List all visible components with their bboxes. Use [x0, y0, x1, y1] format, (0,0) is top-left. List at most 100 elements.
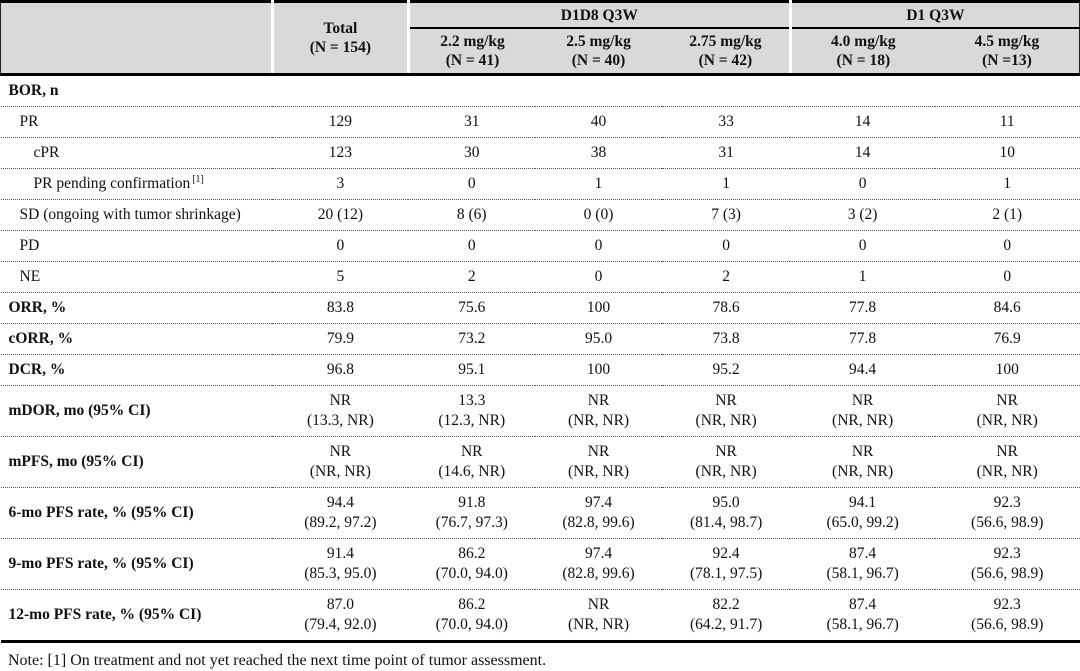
data-cell: 95.2: [661, 354, 791, 386]
row-label: PD: [0, 230, 273, 262]
row-label: SD (ongoing with tumor shrinkage): [0, 199, 273, 231]
data-cell: 11: [934, 106, 1080, 138]
data-cell: 95.0: [535, 323, 662, 355]
table-row: 12-mo PFS rate, % (95% CI) 87.0 (79.4, 92.…: [0, 589, 1080, 642]
data-cell: 73.2: [408, 323, 536, 355]
data-cell-line: (NR, NR): [976, 412, 1038, 429]
data-cell: 92.3 (56.6, 98.9): [934, 487, 1080, 539]
data-cell: 3 (2): [790, 199, 935, 231]
data-cell-line: (NR, NR): [832, 412, 894, 429]
row-label: ORR, %: [0, 292, 273, 324]
data-cell: 33: [661, 106, 791, 138]
data-cell: 2: [661, 261, 791, 293]
data-cell: 94.4: [790, 354, 935, 386]
data-cell: 13.3 (12.3, NR): [408, 385, 536, 437]
data-cell-line: NR: [329, 443, 352, 460]
data-cell: 30: [408, 137, 536, 169]
data-cell: NR (NR, NR): [790, 385, 935, 437]
data-cell-line: 94.1: [849, 494, 877, 511]
data-cell: 83.8: [272, 292, 409, 324]
total-n: (N = 154): [309, 39, 372, 56]
table-row: BOR, n: [0, 74, 1080, 107]
data-cell-line: (85.3, 95.0): [304, 565, 377, 582]
table-body: BOR, n PR 129 31 40 33 14 11 cPR 123 30 38 31 14 10 PR …: [0, 74, 1080, 642]
data-cell-line: (58.1, 96.7): [826, 616, 899, 633]
data-cell-line: 13.3: [458, 392, 486, 409]
data-cell-line: (NR, NR): [695, 463, 757, 480]
data-cell-line: (81.4, 98.7): [689, 514, 763, 531]
col-header-total: Total (N = 154): [270, 1, 409, 76]
data-cell: 97.4 (82.8, 99.6): [535, 487, 662, 539]
row-label: mPFS, mo (95% CI): [0, 436, 273, 488]
dose-label: 4.0 mg/kg: [831, 33, 896, 50]
data-cell: 8 (6): [408, 199, 536, 231]
dose-n: (N =13): [982, 52, 1032, 69]
data-cell: 100: [535, 354, 662, 386]
data-cell-line: (13.3, NR): [307, 412, 374, 429]
data-cell-line: (82.8, 99.6): [562, 565, 635, 582]
data-cell-line: (58.1, 96.7): [826, 565, 899, 582]
data-cell-line: (65.0, 99.2): [826, 514, 899, 531]
data-cell: 1: [535, 168, 662, 200]
dose-label: 2.75 mg/kg: [689, 33, 762, 50]
data-cell: 86.2 (70.0, 94.0): [408, 538, 536, 590]
data-cell-line: (NR, NR): [567, 616, 630, 633]
data-cell: 92.3 (56.6, 98.9): [934, 589, 1080, 642]
data-cell-line: NR: [587, 596, 610, 613]
row-label: PR pending confirmation [1]: [0, 168, 273, 200]
data-cell-line: 87.0: [326, 596, 354, 613]
data-cell-line: 92.3: [993, 596, 1021, 613]
table-row: mPFS, mo (95% CI) NR (NR, NR) NR (14.6, NR) N…: [0, 436, 1080, 488]
data-cell-line: (NR, NR): [832, 463, 894, 480]
data-cell: 87.4 (58.1, 96.7): [790, 589, 935, 642]
table-row: mDOR, mo (95% CI) NR (13.3, NR) 13.3 (12.3, …: [0, 385, 1080, 437]
data-cell: 79.9: [272, 323, 409, 355]
dose-n: (N = 42): [698, 52, 753, 69]
table-row: 9-mo PFS rate, % (95% CI) 91.4 (85.3, 95.0…: [0, 538, 1080, 590]
data-cell: NR (NR, NR): [272, 436, 409, 488]
footnote-marker: [1]: [192, 173, 204, 185]
data-cell: NR (NR, NR): [661, 385, 791, 437]
data-cell-line: NR: [851, 392, 874, 409]
data-cell: 3: [272, 168, 409, 200]
data-cell-line: 87.4: [849, 545, 877, 562]
data-cell: 0: [790, 168, 935, 200]
data-cell: 91.8 (76.7, 97.3): [408, 487, 536, 539]
data-cell: 0: [661, 230, 791, 262]
data-cell: [408, 74, 536, 107]
data-cell-line: (56.6, 98.9): [971, 514, 1044, 531]
dose-label: 4.5 mg/kg: [974, 33, 1040, 50]
data-cell-line: (76.7, 97.3): [435, 514, 508, 531]
data-cell: 1: [934, 168, 1080, 200]
dose-label: 2.2 mg/kg: [440, 33, 505, 50]
data-cell: 7 (3): [661, 199, 791, 231]
data-cell-line: (12.3, NR): [438, 412, 506, 429]
row-label: 6-mo PFS rate, % (95% CI): [0, 487, 273, 539]
dose-label: 2.5 mg/kg: [566, 33, 631, 50]
table-row: cPR 123 30 38 31 14 10: [0, 137, 1080, 169]
data-cell: 1: [661, 168, 791, 200]
dose-n: (N = 40): [571, 52, 626, 69]
data-cell: 38: [535, 137, 662, 169]
data-cell-line: NR: [996, 443, 1018, 460]
table-header: Total (N = 154) D1D8 Q3W D1 Q3W 2.2 mg/k…: [0, 1, 1080, 76]
row-label: 9-mo PFS rate, % (95% CI): [0, 538, 273, 590]
col-header-2-5mgkg: 2.5 mg/kg (N = 40): [535, 28, 662, 76]
data-cell: [790, 74, 935, 107]
data-cell-line: NR: [329, 392, 352, 409]
data-cell: [934, 74, 1080, 107]
header-row-doses: 2.2 mg/kg (N = 41) 2.5 mg/kg (N = 40) 2.…: [1, 28, 1080, 76]
dose-n: (N = 18): [836, 52, 891, 69]
data-cell: NR (NR, NR): [790, 436, 935, 488]
data-cell: 84.6: [934, 292, 1080, 324]
data-cell-line: (70.0, 94.0): [435, 565, 508, 582]
data-cell: 31: [408, 106, 536, 138]
row-label: cPR: [0, 137, 273, 169]
data-cell-line: NR: [715, 443, 737, 460]
data-cell: 20 (12): [272, 199, 409, 231]
data-cell: 73.8: [661, 323, 791, 355]
data-cell: 77.8: [790, 292, 935, 324]
table-row: 6-mo PFS rate, % (95% CI) 94.4 (89.2, 97.2…: [0, 487, 1080, 539]
data-cell-line: (78.1, 97.5): [689, 565, 763, 582]
